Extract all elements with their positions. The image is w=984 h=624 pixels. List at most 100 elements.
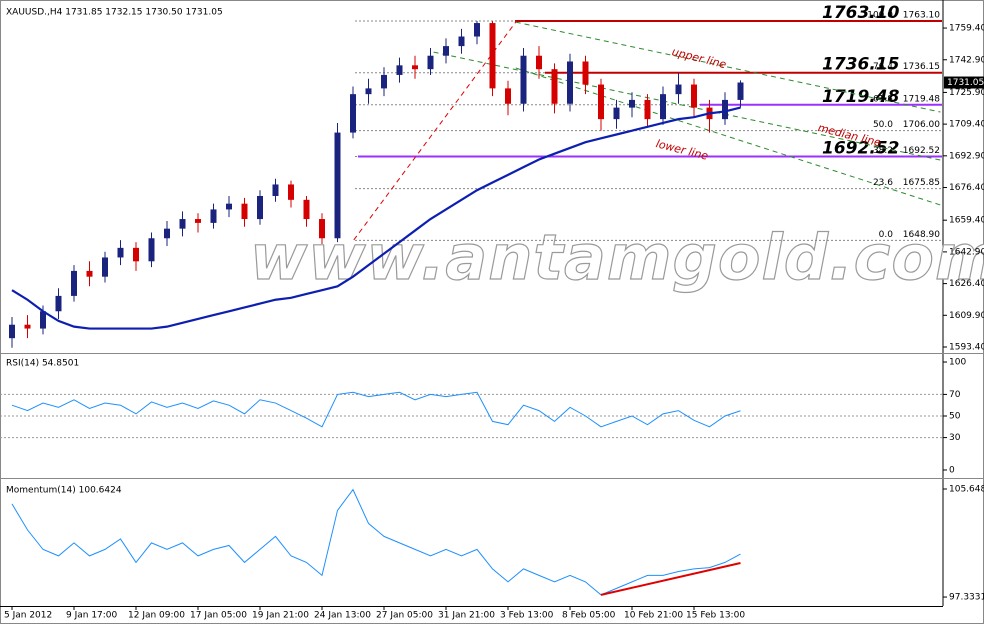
x-tick-label: 19 Jan 21:00 (252, 611, 309, 621)
trend-line (353, 21, 517, 241)
fibo-ratio: 100.0 (867, 10, 893, 20)
candle-body (598, 84, 604, 120)
candle-body (71, 270, 77, 296)
candle-body (9, 324, 15, 339)
candle-body (319, 219, 325, 239)
symbol-header: XAUUSD.,H4 1731.85 1732.15 1730.50 1731.… (6, 8, 223, 18)
y-tick-label: 0 (949, 465, 955, 475)
trend-line (600, 562, 741, 596)
y-tick-label: 1676.40 (949, 183, 984, 193)
fibo-ratio: 76.4 (873, 62, 893, 72)
candle-body (257, 195, 263, 220)
momentum-title: Momentum(14) 100.6424 (6, 486, 122, 496)
indicator-line (11, 488, 741, 596)
candle-body (474, 23, 480, 37)
candle-body (396, 65, 403, 75)
candle-body (117, 247, 124, 258)
y-tick-label: 100 (949, 358, 966, 368)
fibo-value: 1675.85 (903, 178, 940, 188)
x-tick-label: 9 Jan 17:00 (66, 611, 118, 621)
fibo-value: 1692.52 (903, 146, 940, 156)
candle-body (365, 88, 372, 95)
candle-body (629, 99, 635, 108)
candle-body (288, 184, 294, 200)
level-big-label: 1763.10 (822, 3, 900, 23)
candle-body (164, 228, 170, 239)
candle-body (179, 219, 186, 229)
candle-body (520, 55, 527, 104)
fibo-ratio: 50.0 (873, 120, 893, 130)
x-tick-label: 27 Jan 05:00 (376, 611, 433, 621)
candle-body (148, 238, 155, 262)
y-tick-label: 1759.40 (949, 24, 984, 34)
fibo-value: 1719.48 (903, 94, 940, 104)
level-big-label: 1692.52 (822, 139, 899, 159)
candle-body (644, 99, 651, 120)
x-tick-label: 3 Feb 13:00 (500, 611, 554, 621)
y-tick-label: 97.3331 (949, 593, 984, 603)
fibo-value: 1736.15 (903, 62, 940, 72)
candle-body (334, 132, 341, 239)
indicator-line (11, 391, 741, 428)
candle-body (55, 295, 62, 312)
candle-body (613, 107, 620, 120)
fibo-value: 1763.10 (903, 10, 940, 20)
x-tick-label: 12 Jan 09:00 (128, 611, 185, 621)
candle-body (226, 203, 232, 210)
y-tick-label: 1742.90 (949, 55, 984, 65)
candle-body (272, 184, 279, 196)
x-tick-label: 8 Feb 05:00 (562, 611, 616, 621)
candle-body (40, 311, 46, 329)
current-price-label: 1731.05 (947, 78, 984, 88)
x-tick-label: 24 Jan 13:00 (314, 611, 371, 621)
candle-body (737, 82, 744, 100)
fibo-ratio: 23.6 (873, 178, 893, 188)
candle-body (210, 209, 217, 223)
y-tick-label: 1709.40 (949, 120, 984, 130)
candle-body (567, 61, 573, 104)
level-big-label: 1719.48 (822, 87, 900, 107)
y-tick-label: 105.6485 (949, 484, 984, 494)
candle-body (86, 270, 93, 277)
y-tick-label: 50 (949, 412, 961, 422)
candle-body (303, 199, 310, 220)
candle-body (660, 94, 666, 120)
y-tick-label: 70 (949, 390, 961, 400)
fibo-ratio: 0.0 (879, 230, 894, 240)
x-tick-label: 31 Jan 21:00 (438, 611, 495, 621)
candle-body (102, 257, 108, 277)
fibo-ratio: 38.2 (873, 146, 893, 156)
candle-body (443, 46, 449, 56)
candle-body (582, 61, 589, 85)
y-tick-label: 1642.90 (949, 247, 984, 257)
trend-line (515, 67, 941, 206)
moving-average (11, 106, 741, 330)
y-tick-label: 1609.90 (949, 311, 984, 321)
trend-line (515, 21, 941, 113)
candle-body (133, 247, 139, 262)
candle-body (691, 84, 697, 108)
candle-body (24, 324, 31, 329)
x-tick-label: 17 Jan 05:00 (190, 611, 247, 621)
candle-body (195, 219, 201, 223)
candle-body (536, 55, 542, 70)
candle-body (489, 23, 496, 89)
fibo-value: 1706.00 (903, 120, 940, 130)
y-tick-label: 1593.40 (949, 343, 984, 353)
candle-body (458, 36, 465, 47)
y-tick-label: 1626.40 (949, 279, 984, 289)
candle-body (381, 74, 387, 89)
fibo-ratio: 61.8 (873, 94, 893, 104)
candle-body (241, 203, 248, 220)
candle-body (675, 84, 682, 95)
y-tick-label: 1725.90 (949, 88, 984, 98)
current-price-box (944, 76, 984, 89)
candle-body (427, 55, 434, 70)
candle-body (350, 94, 356, 133)
level-big-label: 1736.15 (822, 55, 899, 75)
x-tick-label: 5 Jan 2012 (4, 611, 52, 621)
candle-body (551, 69, 558, 104)
fibo-value: 1648.90 (903, 230, 940, 240)
candle-body (722, 99, 728, 120)
